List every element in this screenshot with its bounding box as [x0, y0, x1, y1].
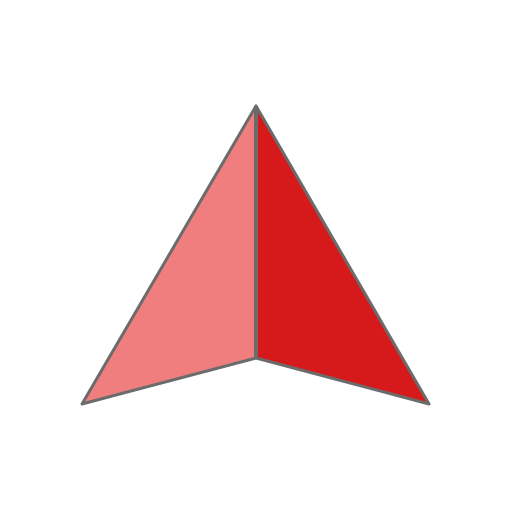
arrow-left-face: [80, 104, 258, 406]
arrow-right-face: [254, 104, 431, 406]
